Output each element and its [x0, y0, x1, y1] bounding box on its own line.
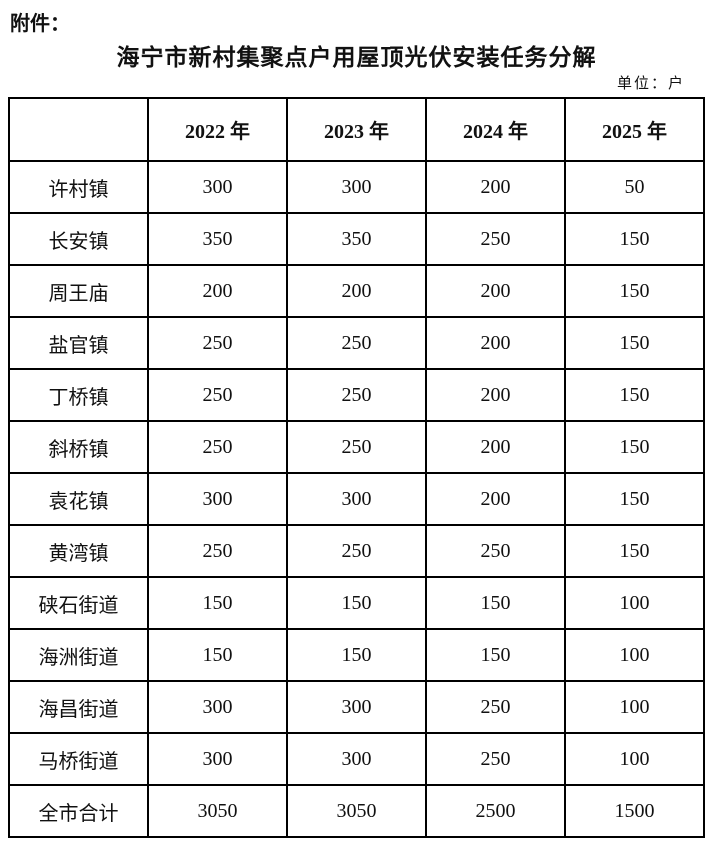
- row-label-cell: 黄湾镇: [8, 524, 149, 578]
- value-cell: 350: [147, 212, 288, 266]
- table-row: 袁花镇 300 300 200 150: [8, 472, 705, 526]
- value-cell: 300: [286, 732, 427, 786]
- row-label-cell: 许村镇: [8, 160, 149, 214]
- value-cell: 250: [425, 212, 566, 266]
- table-row: 黄湾镇 250 250 250 150: [8, 524, 705, 578]
- table-row: 周王庙 200 200 200 150: [8, 264, 705, 318]
- value-cell: 150: [425, 628, 566, 682]
- value-cell: 250: [425, 680, 566, 734]
- value-cell: 150: [425, 576, 566, 630]
- pv-task-table: 2022 年 2023 年 2024 年 2025 年 许村镇 300 300 200…: [8, 97, 705, 838]
- value-cell: 200: [425, 368, 566, 422]
- table-row: 斜桥镇 250 250 200 150: [8, 420, 705, 474]
- value-cell: 200: [425, 472, 566, 526]
- table-row: 盐官镇 250 250 200 150: [8, 316, 705, 370]
- table-row: 海昌街道 300 300 250 100: [8, 680, 705, 734]
- attachment-label: 附件：: [10, 13, 70, 35]
- total-row: 全市合计 3050 3050 2500 1500: [8, 784, 705, 838]
- value-cell: 250: [286, 420, 427, 474]
- value-cell: 350: [286, 212, 427, 266]
- value-cell: 100: [564, 680, 705, 734]
- value-cell: 250: [147, 524, 288, 578]
- value-cell: 150: [564, 368, 705, 422]
- value-cell: 200: [425, 160, 566, 214]
- unit-label: 单位：户: [616, 76, 685, 92]
- value-cell: 250: [147, 368, 288, 422]
- table-row: 许村镇 300 300 200 50: [8, 160, 705, 214]
- value-cell: 300: [147, 160, 288, 214]
- row-label-cell: 斜桥镇: [8, 420, 149, 474]
- value-cell: 100: [564, 628, 705, 682]
- value-cell: 100: [564, 732, 705, 786]
- row-label-cell: 硖石街道: [8, 576, 149, 630]
- year-header-2025: 2025 年: [564, 97, 705, 162]
- value-cell: 150: [286, 576, 427, 630]
- value-cell: 200: [425, 420, 566, 474]
- value-cell: 300: [286, 160, 427, 214]
- value-cell: 200: [286, 264, 427, 318]
- row-label-cell: 盐官镇: [8, 316, 149, 370]
- value-cell: 1500: [564, 784, 705, 838]
- value-cell: 200: [147, 264, 288, 318]
- year-header-2022: 2022 年: [147, 97, 288, 162]
- value-cell: 150: [564, 212, 705, 266]
- corner-cell: [8, 97, 149, 162]
- value-cell: 300: [147, 732, 288, 786]
- row-label-cell: 长安镇: [8, 212, 149, 266]
- value-cell: 3050: [147, 784, 288, 838]
- value-cell: 250: [425, 524, 566, 578]
- table-row: 海洲街道 150 150 150 100: [8, 628, 705, 682]
- value-cell: 100: [564, 576, 705, 630]
- table-row: 长安镇 350 350 250 150: [8, 212, 705, 266]
- value-cell: 50: [564, 160, 705, 214]
- value-cell: 250: [147, 420, 288, 474]
- year-header-2024: 2024 年: [425, 97, 566, 162]
- value-cell: 250: [286, 524, 427, 578]
- value-cell: 200: [425, 316, 566, 370]
- value-cell: 300: [147, 680, 288, 734]
- row-label-cell: 马桥街道: [8, 732, 149, 786]
- table-header-row: 2022 年 2023 年 2024 年 2025 年: [8, 97, 705, 162]
- year-header-2023: 2023 年: [286, 97, 427, 162]
- value-cell: 3050: [286, 784, 427, 838]
- row-label-cell: 袁花镇: [8, 472, 149, 526]
- row-label-cell: 海昌街道: [8, 680, 149, 734]
- row-label-cell: 周王庙: [8, 264, 149, 318]
- row-label-cell: 海洲街道: [8, 628, 149, 682]
- value-cell: 150: [564, 524, 705, 578]
- value-cell: 150: [564, 316, 705, 370]
- value-cell: 150: [147, 576, 288, 630]
- table-row: 马桥街道 300 300 250 100: [8, 732, 705, 786]
- value-cell: 300: [286, 680, 427, 734]
- value-cell: 150: [564, 264, 705, 318]
- page-title: 海宁市新村集聚点户用屋顶光伏安装任务分解: [116, 44, 597, 70]
- table-row: 硖石街道 150 150 150 100: [8, 576, 705, 630]
- value-cell: 200: [425, 264, 566, 318]
- value-cell: 150: [564, 472, 705, 526]
- value-cell: 150: [564, 420, 705, 474]
- value-cell: 2500: [425, 784, 566, 838]
- value-cell: 250: [147, 316, 288, 370]
- value-cell: 300: [286, 472, 427, 526]
- row-label-cell: 丁桥镇: [8, 368, 149, 422]
- value-cell: 150: [286, 628, 427, 682]
- value-cell: 250: [286, 368, 427, 422]
- value-cell: 150: [147, 628, 288, 682]
- value-cell: 250: [286, 316, 427, 370]
- value-cell: 250: [425, 732, 566, 786]
- table-row: 丁桥镇 250 250 200 150: [8, 368, 705, 422]
- row-label-cell: 全市合计: [8, 784, 149, 838]
- value-cell: 300: [147, 472, 288, 526]
